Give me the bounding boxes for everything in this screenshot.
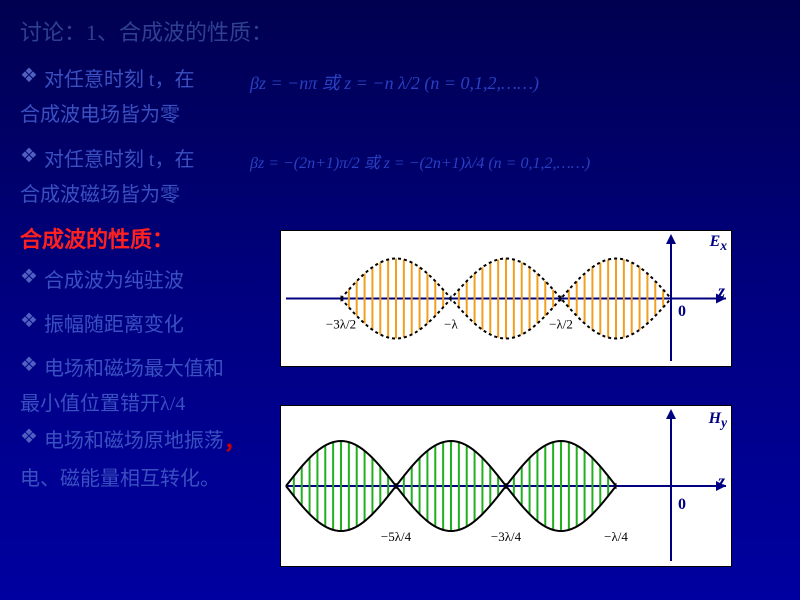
prop3a: 电场和磁场最大值和 [44,352,224,381]
origin-1: 0 [678,303,686,321]
svg-text:−3λ/2: −3λ/2 [326,317,356,332]
bullet-icon: ❖ [20,143,38,168]
bullet-icon: ❖ [20,63,38,88]
comma: ， [224,424,246,456]
formula2: βz = −(2n+1)π/2 或 z = −(2n+1)λ/4 (n = 0,… [250,149,590,207]
hy-standing-wave-graph: −5λ/4 −3λ/4 −λ/4 Hy z 0 [280,405,732,567]
block1-line2: 合成波电场皆为零 [20,98,250,127]
bullet-icon: ❖ [20,424,38,449]
block2-line1: 对任意时刻 t，在 [44,143,195,172]
hy-label: Hy [709,410,727,431]
prop2: 振幅随距离变化 [44,308,184,337]
svg-text:−λ/2: −λ/2 [549,317,573,332]
bullet-icon: ❖ [20,352,38,377]
ex-standing-wave-graph: −3λ/2 −λ −λ/2 Ex z 0 [280,230,732,367]
svg-text:−5λ/4: −5λ/4 [381,529,412,544]
prop4a: 电场和磁场原地振荡 [44,424,224,453]
formula1: βz = −nπ 或 z = −n λ/2 (n = 0,1,2,……) [250,69,539,127]
svg-text:−λ/4: −λ/4 [604,529,628,544]
origin-2: 0 [678,496,686,514]
bullet-icon: ❖ [20,308,38,333]
title: 讨论：1、合成波的性质： [20,15,780,47]
z-label-2: z [718,471,725,492]
ex-label: Ex [710,233,727,254]
block1-line1: 对任意时刻 t，在 [44,63,195,92]
z-label-1: z [718,281,725,302]
svg-text:−λ: −λ [444,317,458,332]
prop1: 合成波为纯驻波 [44,264,184,293]
block2-line2: 合成波磁场皆为零 [20,178,250,207]
bullet-icon: ❖ [20,264,38,289]
svg-text:−3λ/4: −3λ/4 [491,529,522,544]
